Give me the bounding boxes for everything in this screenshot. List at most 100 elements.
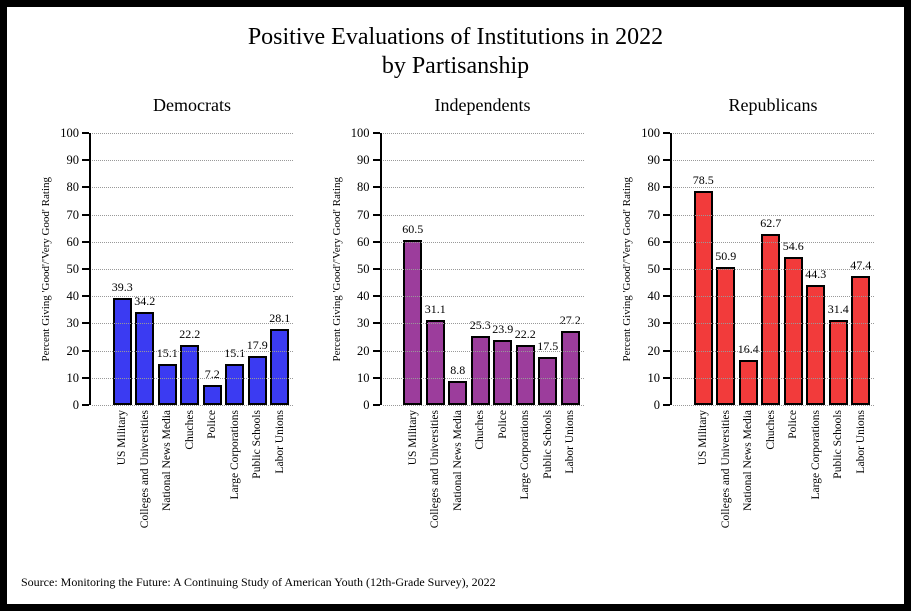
plot-area: 78.5 50.9 16.4 62.7 54.6 44.3 31.4 47.4 bbox=[663, 132, 874, 406]
y-axis-label: Percent Giving 'Good'/'Very Good' Rating bbox=[37, 133, 55, 405]
y-axis-ticks: 0 10 20 30 40 50 60 70 80 90 100 bbox=[636, 126, 670, 412]
y-tick-mark bbox=[372, 295, 380, 298]
bar-value-label: 25.3 bbox=[469, 318, 491, 333]
y-tick-label: 40 bbox=[66, 289, 80, 304]
x-label-slot: Public Schools bbox=[246, 405, 269, 557]
x-category-label: Public Schools bbox=[251, 410, 264, 479]
x-label-slot: Labor Unions bbox=[559, 405, 582, 557]
y-tick-mark bbox=[663, 186, 670, 189]
bar-slot: 22.2 bbox=[179, 133, 202, 405]
gridline bbox=[673, 296, 874, 298]
y-tick-mark bbox=[663, 159, 670, 162]
plot-column: 78.5 50.9 16.4 62.7 54.6 44.3 31.4 47.4 US Mili… bbox=[663, 132, 874, 557]
bar-value-label: 60.5 bbox=[402, 222, 424, 237]
x-label-slot: US Military bbox=[402, 405, 425, 557]
y-tick-label: 30 bbox=[647, 316, 661, 331]
plot-column: 60.5 31.1 8.8 25.3 23.9 22.2 17.5 27.2 US Milit… bbox=[372, 132, 584, 557]
gridline bbox=[673, 187, 874, 189]
bar-slot: 23.9 bbox=[492, 133, 515, 405]
source-note: Source: Monitoring the Future: A Continu… bbox=[21, 575, 496, 589]
x-label-slot: Police bbox=[201, 405, 224, 557]
x-category-label: Police bbox=[496, 410, 509, 439]
bar-value-label: 54.6 bbox=[782, 238, 804, 253]
x-category-label: Labor Unions bbox=[564, 410, 577, 474]
gridline bbox=[673, 160, 874, 162]
gridline bbox=[92, 350, 293, 352]
x-category-label: Colleges and Universities bbox=[138, 410, 151, 529]
bar-value-label: 7.2 bbox=[204, 367, 220, 382]
x-category-label: Large Corporations bbox=[519, 410, 532, 500]
y-tick-label: 60 bbox=[66, 234, 80, 249]
gridline bbox=[92, 160, 293, 162]
x-label-slot: National News Media bbox=[447, 405, 470, 557]
y-tick-label: 30 bbox=[66, 316, 80, 331]
bar-value-label: 23.9 bbox=[492, 322, 514, 336]
panel-body: Percent Giving 'Good'/'Very Good' Rating… bbox=[37, 126, 293, 557]
y-tick-mark bbox=[82, 213, 89, 216]
bar bbox=[806, 284, 826, 405]
y-tick-mark bbox=[372, 213, 380, 216]
x-label-slot: National News Media bbox=[737, 405, 760, 557]
y-tick-mark bbox=[82, 349, 89, 352]
bar bbox=[851, 276, 871, 405]
chart-title-line2: by Partisanship bbox=[381, 53, 530, 79]
bar bbox=[828, 319, 848, 405]
y-tick-mark bbox=[372, 159, 380, 162]
y-axis-label: Percent Giving 'Good'/'Very Good' Rating bbox=[618, 133, 636, 405]
y-axis-ticks: 0 10 20 30 40 50 60 70 80 90 100 bbox=[346, 126, 380, 412]
bar-slot: 31.4 bbox=[827, 133, 850, 405]
y-axis-label-text: Percent Giving 'Good'/'Very Good' Rating bbox=[40, 176, 52, 362]
bar bbox=[157, 363, 177, 405]
plot-area: 60.5 31.1 8.8 25.3 23.9 22.2 17.5 27.2 bbox=[372, 132, 584, 406]
gridline bbox=[673, 323, 874, 325]
bar bbox=[470, 336, 490, 405]
bar bbox=[761, 234, 781, 405]
y-tick-mark bbox=[82, 376, 89, 379]
x-label-slot: Labor Unions bbox=[269, 405, 292, 557]
y-axis-ticks: 0 10 20 30 40 50 60 70 80 90 100 bbox=[55, 126, 89, 412]
y-tick-mark bbox=[82, 268, 89, 270]
x-label-slot: Public Schools bbox=[537, 405, 560, 557]
y-tick-mark bbox=[372, 240, 380, 243]
bar-slot: 44.3 bbox=[805, 133, 828, 405]
gridline bbox=[92, 214, 293, 216]
y-tick-label: 20 bbox=[357, 343, 370, 358]
bar-slot: 78.5 bbox=[692, 133, 715, 405]
bar-value-label: 50.9 bbox=[715, 248, 737, 263]
gridline bbox=[92, 405, 293, 406]
bar-slot: 34.2 bbox=[134, 133, 157, 405]
bar-value-label: 15.1 bbox=[156, 345, 178, 360]
y-tick-label: 70 bbox=[357, 207, 370, 222]
x-label-slot: US Military bbox=[111, 405, 134, 557]
y-tick-mark bbox=[82, 132, 89, 134]
bar-slot: 62.7 bbox=[760, 133, 783, 405]
bar bbox=[493, 340, 513, 405]
y-tick-mark bbox=[82, 240, 89, 243]
y-tick-label: 10 bbox=[647, 370, 661, 385]
x-category-label: US Military bbox=[406, 410, 419, 466]
gridline bbox=[382, 187, 584, 189]
x-category-label: Chuches bbox=[474, 410, 487, 450]
bar-value-label: 28.1 bbox=[269, 310, 291, 325]
x-axis-labels: US Military Colleges and Universities Nati… bbox=[89, 405, 293, 557]
y-tick-mark bbox=[663, 268, 670, 270]
y-tick-label: 0 bbox=[363, 398, 370, 412]
x-label-slot: Chuches bbox=[179, 405, 202, 557]
y-tick-mark bbox=[663, 295, 670, 298]
bar-value-label: 39.3 bbox=[111, 280, 133, 295]
x-label-slot: Colleges and Universities bbox=[424, 405, 447, 557]
bar-value-label: 22.2 bbox=[514, 326, 536, 341]
x-label-slot: Public Schools bbox=[827, 405, 850, 557]
bar-value-label: 31.4 bbox=[827, 301, 849, 316]
bar-value-label: 34.2 bbox=[134, 293, 156, 308]
y-tick-mark bbox=[663, 132, 670, 134]
bar-slot: 16.4 bbox=[737, 133, 760, 405]
y-tick-mark bbox=[372, 186, 380, 189]
x-axis-labels: US Military Colleges and Universities Nati… bbox=[670, 405, 874, 557]
y-axis-label-text: Percent Giving 'Good'/'Very Good' Rating bbox=[621, 176, 633, 362]
bar-slot: 31.1 bbox=[424, 133, 447, 405]
bars-container: 60.5 31.1 8.8 25.3 23.9 22.2 17.5 27.2 bbox=[402, 133, 582, 405]
x-category-label: Large Corporations bbox=[228, 410, 241, 500]
y-tick-mark bbox=[372, 132, 380, 134]
